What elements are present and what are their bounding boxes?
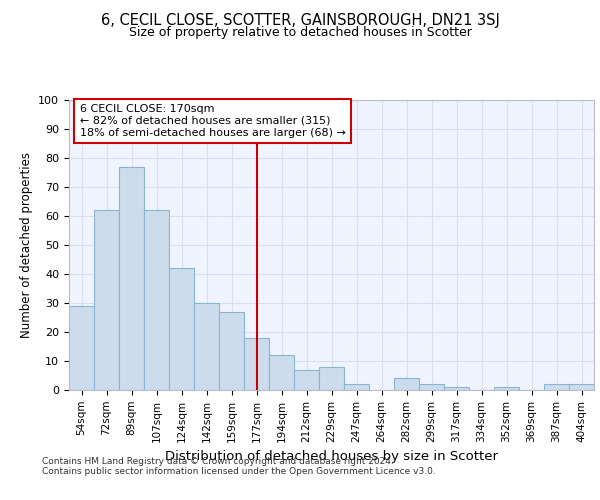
Bar [444,387,469,390]
Bar [119,166,144,390]
Text: 6 CECIL CLOSE: 170sqm
← 82% of detached houses are smaller (315)
18% of semi-det: 6 CECIL CLOSE: 170sqm ← 82% of detached … [79,104,346,138]
Bar [294,370,319,390]
Bar [94,210,119,390]
X-axis label: Distribution of detached houses by size in Scotter: Distribution of detached houses by size … [165,450,498,463]
Bar [194,303,219,390]
Bar [419,384,444,390]
Bar [69,306,94,390]
Bar [344,384,369,390]
Bar [269,355,294,390]
Bar [169,268,194,390]
Y-axis label: Number of detached properties: Number of detached properties [20,152,33,338]
Bar [394,378,419,390]
Text: Contains HM Land Registry data © Crown copyright and database right 2024.: Contains HM Land Registry data © Crown c… [42,458,394,466]
Text: Size of property relative to detached houses in Scotter: Size of property relative to detached ho… [128,26,472,39]
Text: Contains public sector information licensed under the Open Government Licence v3: Contains public sector information licen… [42,468,436,476]
Bar [219,312,244,390]
Bar [569,384,594,390]
Bar [244,338,269,390]
Bar [319,367,344,390]
Bar [494,387,519,390]
Text: 6, CECIL CLOSE, SCOTTER, GAINSBOROUGH, DN21 3SJ: 6, CECIL CLOSE, SCOTTER, GAINSBOROUGH, D… [101,12,499,28]
Bar [544,384,569,390]
Bar [144,210,169,390]
